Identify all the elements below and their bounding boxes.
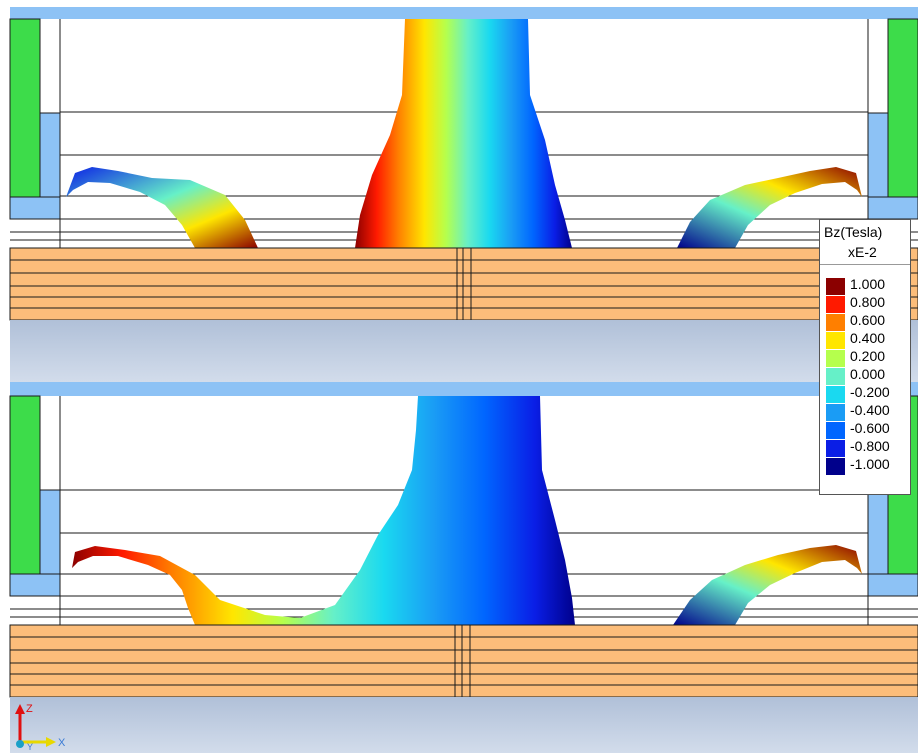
- legend-divider: [820, 264, 910, 265]
- top-center-flux-plume: [355, 19, 572, 248]
- top-frame-bar: [10, 7, 918, 19]
- legend-value: -1.000: [850, 456, 890, 472]
- bottom-center-flux-plume: [72, 396, 575, 625]
- legend-title: Bz(Tesla): [824, 224, 883, 240]
- axis-triad: Z X Y: [15, 703, 66, 752]
- top-left-magnet: [9, 18, 41, 198]
- top-left-pole-base: [9, 196, 61, 220]
- legend-swatch: [826, 332, 845, 349]
- legend-value: 0.000: [850, 366, 886, 382]
- legend-swatch: [826, 296, 845, 313]
- top-base-block: [10, 320, 918, 382]
- legend-value: 0.600: [850, 312, 886, 328]
- z-axis-label: Z: [26, 703, 33, 715]
- bottom-plate-stack: [9, 624, 918, 698]
- legend-swatch: [826, 386, 845, 403]
- legend-swatch: [826, 368, 845, 385]
- bottom-base-block: [10, 697, 918, 753]
- top-right-magnet: [887, 18, 918, 198]
- legend-value: -0.200: [850, 384, 890, 400]
- y-axis-label: Y: [27, 742, 33, 752]
- legend-value: 1.000: [850, 276, 886, 292]
- x-axis-label: X: [58, 737, 66, 749]
- top-right-pole-base: [867, 196, 918, 220]
- legend-value: -0.800: [850, 438, 890, 454]
- bottom-right-flux-arc: [673, 545, 862, 625]
- legend-swatch: [826, 314, 845, 331]
- legend-swatch: [826, 278, 845, 295]
- color-legend: Bz(Tesla) xE-2 1.000 0.800 0.600 0.400 0…: [819, 219, 911, 495]
- legend-swatch: [826, 422, 845, 439]
- bottom-right-pole-base: [867, 573, 918, 597]
- bottom-left-pole-base: [9, 573, 61, 597]
- x-axis-arrowhead: [46, 737, 56, 747]
- legend-value: 0.200: [850, 348, 886, 364]
- z-axis-arrowhead: [15, 704, 25, 714]
- legend-value: 0.800: [850, 294, 886, 310]
- top-right-flux-arc: [677, 167, 862, 248]
- bottom-panel: [9, 382, 918, 753]
- top-panel: [9, 7, 918, 382]
- legend-value: -0.600: [850, 420, 890, 436]
- y-axis-dot: [16, 740, 24, 748]
- legend-swatch: [826, 350, 845, 367]
- legend-value: -0.400: [850, 402, 890, 418]
- bottom-left-magnet: [9, 395, 41, 575]
- legend-swatch: [826, 404, 845, 421]
- legend-swatch: [826, 440, 845, 457]
- top-left-flux-arc: [66, 167, 258, 248]
- legend-value: 0.400: [850, 330, 886, 346]
- top-plate-stack: [9, 247, 918, 321]
- legend-swatch: [826, 458, 845, 475]
- legend-scale: xE-2: [848, 244, 877, 260]
- bottom-frame-bar: [10, 382, 918, 396]
